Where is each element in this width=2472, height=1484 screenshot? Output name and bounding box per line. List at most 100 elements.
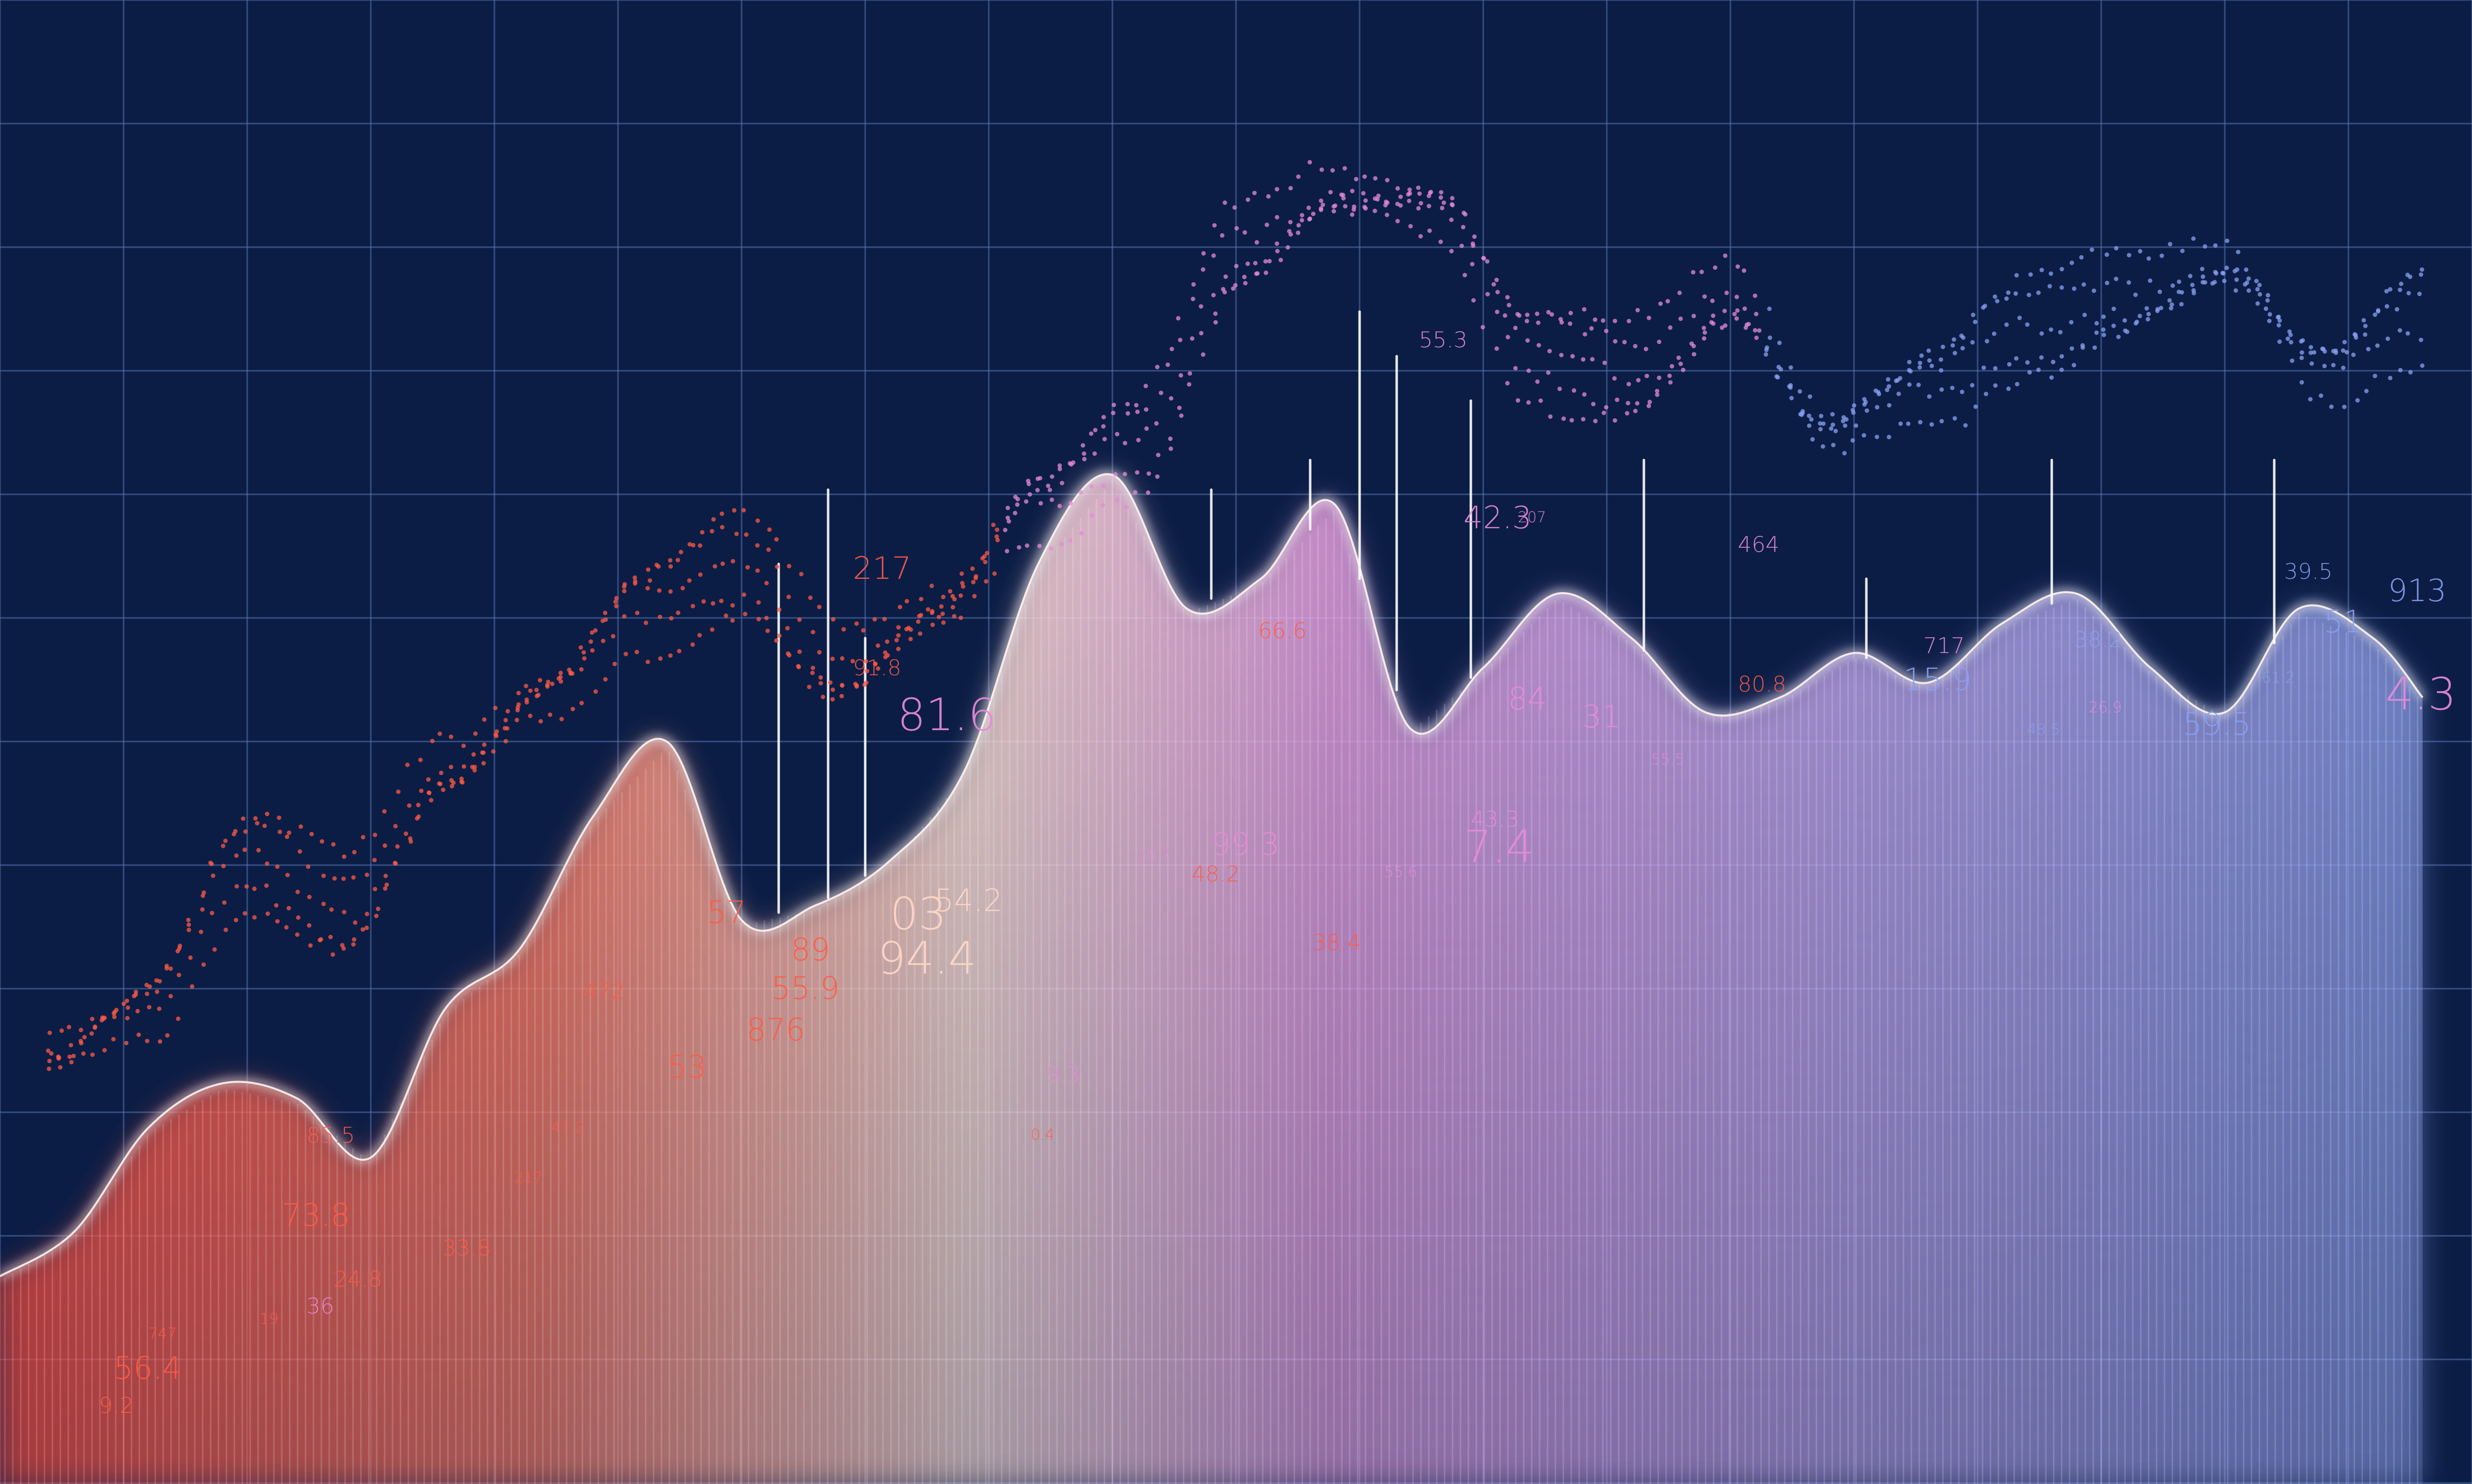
scatter-dot xyxy=(329,907,334,912)
scatter-dot xyxy=(730,603,735,608)
scatter-dot xyxy=(1155,474,1160,479)
scatter-dot xyxy=(643,620,648,625)
scatter-dot xyxy=(2224,265,2229,270)
scatter-dot xyxy=(1625,411,1630,416)
scatter-dot xyxy=(613,599,618,604)
scatter-dot xyxy=(1319,198,1324,203)
scatter-dot xyxy=(2159,306,2163,310)
annotation-label: 99.3 xyxy=(1211,826,1280,862)
scatter-dot xyxy=(383,886,388,891)
scatter-dot xyxy=(1841,419,1846,424)
scatter-dot xyxy=(1178,338,1183,343)
scatter-dot xyxy=(936,614,941,619)
scatter-dot xyxy=(1559,352,1564,357)
scatter-dot xyxy=(2081,282,2086,287)
scatter-dot xyxy=(59,1028,64,1033)
scatter-dot xyxy=(635,611,640,615)
scatter-dot xyxy=(427,790,432,795)
scatter-dot xyxy=(1321,202,1325,207)
scatter-dot xyxy=(1592,317,1597,322)
scatter-dot xyxy=(2116,335,2121,340)
scatter-dot xyxy=(2133,292,2138,297)
scatter-dot xyxy=(448,765,453,770)
scatter-dot xyxy=(515,705,520,710)
scatter-dot xyxy=(286,906,291,911)
scatter-dot xyxy=(908,637,913,642)
scatter-dot xyxy=(862,682,867,687)
scatter-dot xyxy=(1524,318,1529,323)
scatter-dot xyxy=(2013,291,2018,296)
scatter-dot xyxy=(1372,209,1377,214)
scatter-dot xyxy=(676,611,681,615)
scatter-dot xyxy=(2213,243,2218,248)
scatter-dot xyxy=(668,653,673,658)
scatter-dot xyxy=(2342,404,2347,409)
scatter-dot xyxy=(1549,312,1554,317)
scatter-dot xyxy=(590,648,595,653)
annotation-label: 61.2 xyxy=(2262,669,2295,687)
scatter-dot xyxy=(2299,355,2304,360)
scatter-dot xyxy=(1678,316,1683,321)
scatter-dot xyxy=(2069,320,2074,325)
scatter-dot xyxy=(285,834,290,839)
scatter-dot xyxy=(1952,416,1957,421)
scatter-dot xyxy=(1633,344,1638,349)
scatter-dot xyxy=(897,605,902,610)
scatter-dot xyxy=(2145,317,2150,322)
scatter-dot xyxy=(1057,463,1062,468)
scatter-dot xyxy=(1569,418,1574,423)
scatter-dot xyxy=(669,616,674,621)
scatter-dot xyxy=(1753,328,1758,333)
scatter-dot xyxy=(242,911,247,916)
scatter-dot xyxy=(632,575,637,580)
scatter-dot xyxy=(1177,405,1182,410)
scatter-dot xyxy=(1515,311,1520,316)
scatter-dot xyxy=(1288,219,1293,224)
scatter-dot xyxy=(1450,202,1455,207)
scatter-dot xyxy=(449,784,454,788)
scatter-dot xyxy=(306,864,310,869)
scatter-dot xyxy=(537,678,542,683)
scatter-dot xyxy=(567,667,572,672)
scatter-dot xyxy=(1101,503,1105,508)
scatter-dot xyxy=(764,615,769,620)
scatter-dot xyxy=(126,1005,131,1010)
scatter-dot xyxy=(177,972,181,977)
scatter-dot xyxy=(1078,490,1083,495)
scatter-dot xyxy=(961,584,966,589)
scatter-dot xyxy=(1156,452,1161,457)
scatter-dot xyxy=(1939,387,1944,392)
scatter-dot xyxy=(797,617,802,622)
scatter-dot xyxy=(1026,481,1031,486)
scatter-dot xyxy=(623,652,628,656)
scatter-dot xyxy=(1440,206,1445,211)
scatter-dot xyxy=(1050,474,1055,479)
scatter-dot xyxy=(972,594,977,599)
scatter-dot xyxy=(1361,191,1366,196)
scatter-dot xyxy=(2048,271,2053,276)
scatter-dot xyxy=(916,619,921,624)
scatter-dot xyxy=(919,597,924,602)
scatter-dot xyxy=(1546,370,1551,375)
scatter-dot xyxy=(1896,392,1901,396)
scatter-dot xyxy=(1191,282,1196,287)
scatter-dot xyxy=(622,582,627,587)
scatter-dot xyxy=(1906,421,1911,426)
scatter-dot xyxy=(970,566,975,571)
scatter-dot xyxy=(407,803,412,808)
scatter-dot xyxy=(1111,402,1116,407)
scatter-dot xyxy=(1655,393,1660,397)
scatter-dot xyxy=(2114,246,2119,251)
scatter-dot xyxy=(1926,348,1931,353)
scatter-dot xyxy=(1757,328,1762,333)
scatter-dot xyxy=(92,1025,97,1030)
scatter-dot xyxy=(1939,357,1943,362)
annotation-label: 464 xyxy=(1738,532,1779,558)
scatter-dot xyxy=(1470,262,1475,266)
scatter-dot xyxy=(1821,421,1826,426)
scatter-dot xyxy=(1701,325,1706,330)
scatter-dot xyxy=(1428,189,1433,194)
scatter-dot xyxy=(295,932,300,937)
scatter-dot xyxy=(691,543,696,548)
scatter-dot xyxy=(524,684,529,689)
